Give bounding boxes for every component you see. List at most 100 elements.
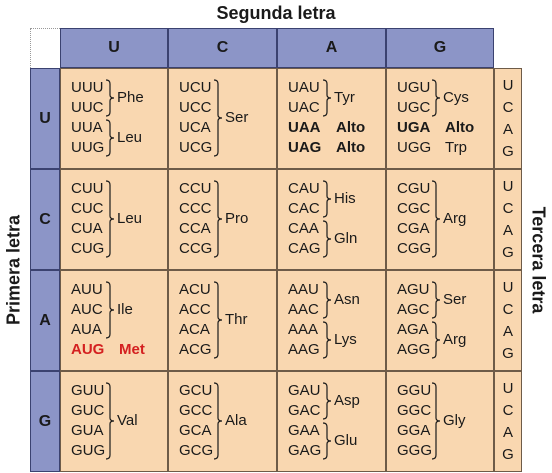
codon-bracket-path [213, 382, 223, 460]
codon-bracket-path [322, 422, 332, 460]
amino-acid-label: Alto [336, 139, 366, 156]
codon: UUU [71, 79, 104, 96]
codon-cell-uc: UCU UCC UCA UCG Ser [168, 68, 277, 169]
third-letter-g: G [502, 445, 514, 463]
codon: UAC [288, 99, 320, 116]
codon-bracket-path [431, 79, 441, 117]
amino-acid-label: Val [117, 412, 138, 429]
codon: CUA [71, 220, 103, 237]
codon-cell-ag: AGU AGC AGA AGG Ser Arg [386, 270, 494, 371]
codon: GGC [397, 402, 432, 419]
amino-acid-label: Pro [225, 210, 249, 227]
codon: CCC [179, 200, 212, 217]
codon-bracket [105, 119, 115, 157]
amino-acid-label: Asn [334, 291, 360, 308]
codon-cell-cc: CCU CCC CCA CCG Pro [168, 169, 277, 270]
codon-bracket [322, 180, 332, 218]
codon: UGA [397, 119, 431, 136]
codon-cell-gu: GUU GUC GUA GUG Val [60, 371, 168, 472]
codon: GCG [179, 442, 214, 459]
codon: AGA [397, 321, 429, 338]
codon: AGG [397, 341, 431, 358]
codon: CCA [179, 220, 211, 237]
third-letter-u: U [502, 77, 514, 95]
codon-bracket-path [431, 180, 441, 258]
third-letter-u: U [502, 279, 514, 297]
codon-cell-gc: GCU GCC GCA GCG Ala [168, 371, 277, 472]
codon: GGU [397, 382, 432, 399]
codon-bracket-path [431, 382, 441, 460]
codon: GAA [288, 422, 320, 439]
amino-acid-label: Leu [117, 210, 143, 227]
codon: GUC [71, 402, 105, 419]
codon-cell-gg: GGU GGC GGA GGG Gly [386, 371, 494, 472]
amino-acid-label: Arg [443, 210, 467, 227]
codon: UCU [179, 79, 212, 96]
codon-bracket [105, 281, 115, 339]
codon-bracket [105, 79, 115, 117]
third-letter-u: U [502, 380, 514, 398]
third-letter-a: A [502, 322, 513, 340]
first-letter-header-g: G [30, 371, 60, 472]
codon: AGC [397, 301, 430, 318]
codon: ACC [179, 301, 211, 318]
codon-bracket [105, 180, 115, 258]
codon: GCC [179, 402, 213, 419]
codon: UGU [397, 79, 431, 96]
amino-acid-label: Tyr [334, 89, 355, 106]
third-letter-a: A [502, 221, 513, 239]
codon: CAC [288, 200, 320, 217]
codon: CGG [397, 240, 432, 257]
second-letter-header-g: G [386, 28, 494, 68]
table-corner [30, 28, 60, 68]
codon: CUU [71, 180, 104, 197]
codon-bracket [213, 180, 223, 258]
first-letter-header-c: C [30, 169, 60, 270]
codon: GCA [179, 422, 212, 439]
codon-bracket-path [431, 321, 441, 359]
codon-bracket [213, 79, 223, 157]
codon-bracket [105, 382, 115, 460]
amino-acid-label: Alto [336, 119, 366, 136]
amino-acid-label: Ser [225, 109, 249, 126]
amino-acid-label: Arg [443, 331, 467, 348]
codon: UCC [179, 99, 212, 116]
codon: ACG [179, 341, 212, 358]
codon: GAU [288, 382, 321, 399]
codon: AAA [288, 321, 319, 338]
third-letter-u: U [502, 178, 514, 196]
codon: AAC [288, 301, 319, 318]
codon: CUG [71, 240, 105, 257]
codon-bracket-path [105, 180, 115, 258]
third-letter-c: C [502, 200, 514, 218]
codon-bracket-path [322, 281, 332, 319]
codon: AUU [71, 281, 103, 298]
amino-acid-label: Trp [445, 139, 467, 156]
third-letter-a: A [502, 423, 513, 441]
codon: GAG [288, 442, 322, 459]
codon: ACU [179, 281, 211, 298]
second-letter-title: Segunda letra [216, 3, 336, 23]
codon-bracket-path [105, 119, 115, 157]
codon-bracket [431, 382, 441, 460]
codon: CUC [71, 200, 104, 217]
amino-acid-label: Alto [445, 119, 475, 136]
codon-bracket-path [105, 281, 115, 339]
codon-cell-au: AUU AUC AUA AUG Ile Met [60, 270, 168, 371]
codon-cell-cg: CGU CGC CGA CGG Arg [386, 169, 494, 270]
codon: UUG [71, 139, 105, 156]
codon: UUC [71, 99, 104, 116]
codon: AAG [288, 341, 320, 358]
amino-acid-label: Lys [334, 331, 357, 348]
codon-cell-ug: UGU UGC UGA UGG Cys Alto Trp [386, 68, 494, 169]
codon: UGG [397, 139, 432, 156]
codon-bracket [431, 79, 441, 117]
codon: AAU [288, 281, 319, 298]
amino-acid-label: Cys [443, 89, 469, 106]
codon-bracket-path [213, 180, 223, 258]
third-letter-c: C [502, 99, 514, 117]
codon-bracket [431, 281, 441, 319]
